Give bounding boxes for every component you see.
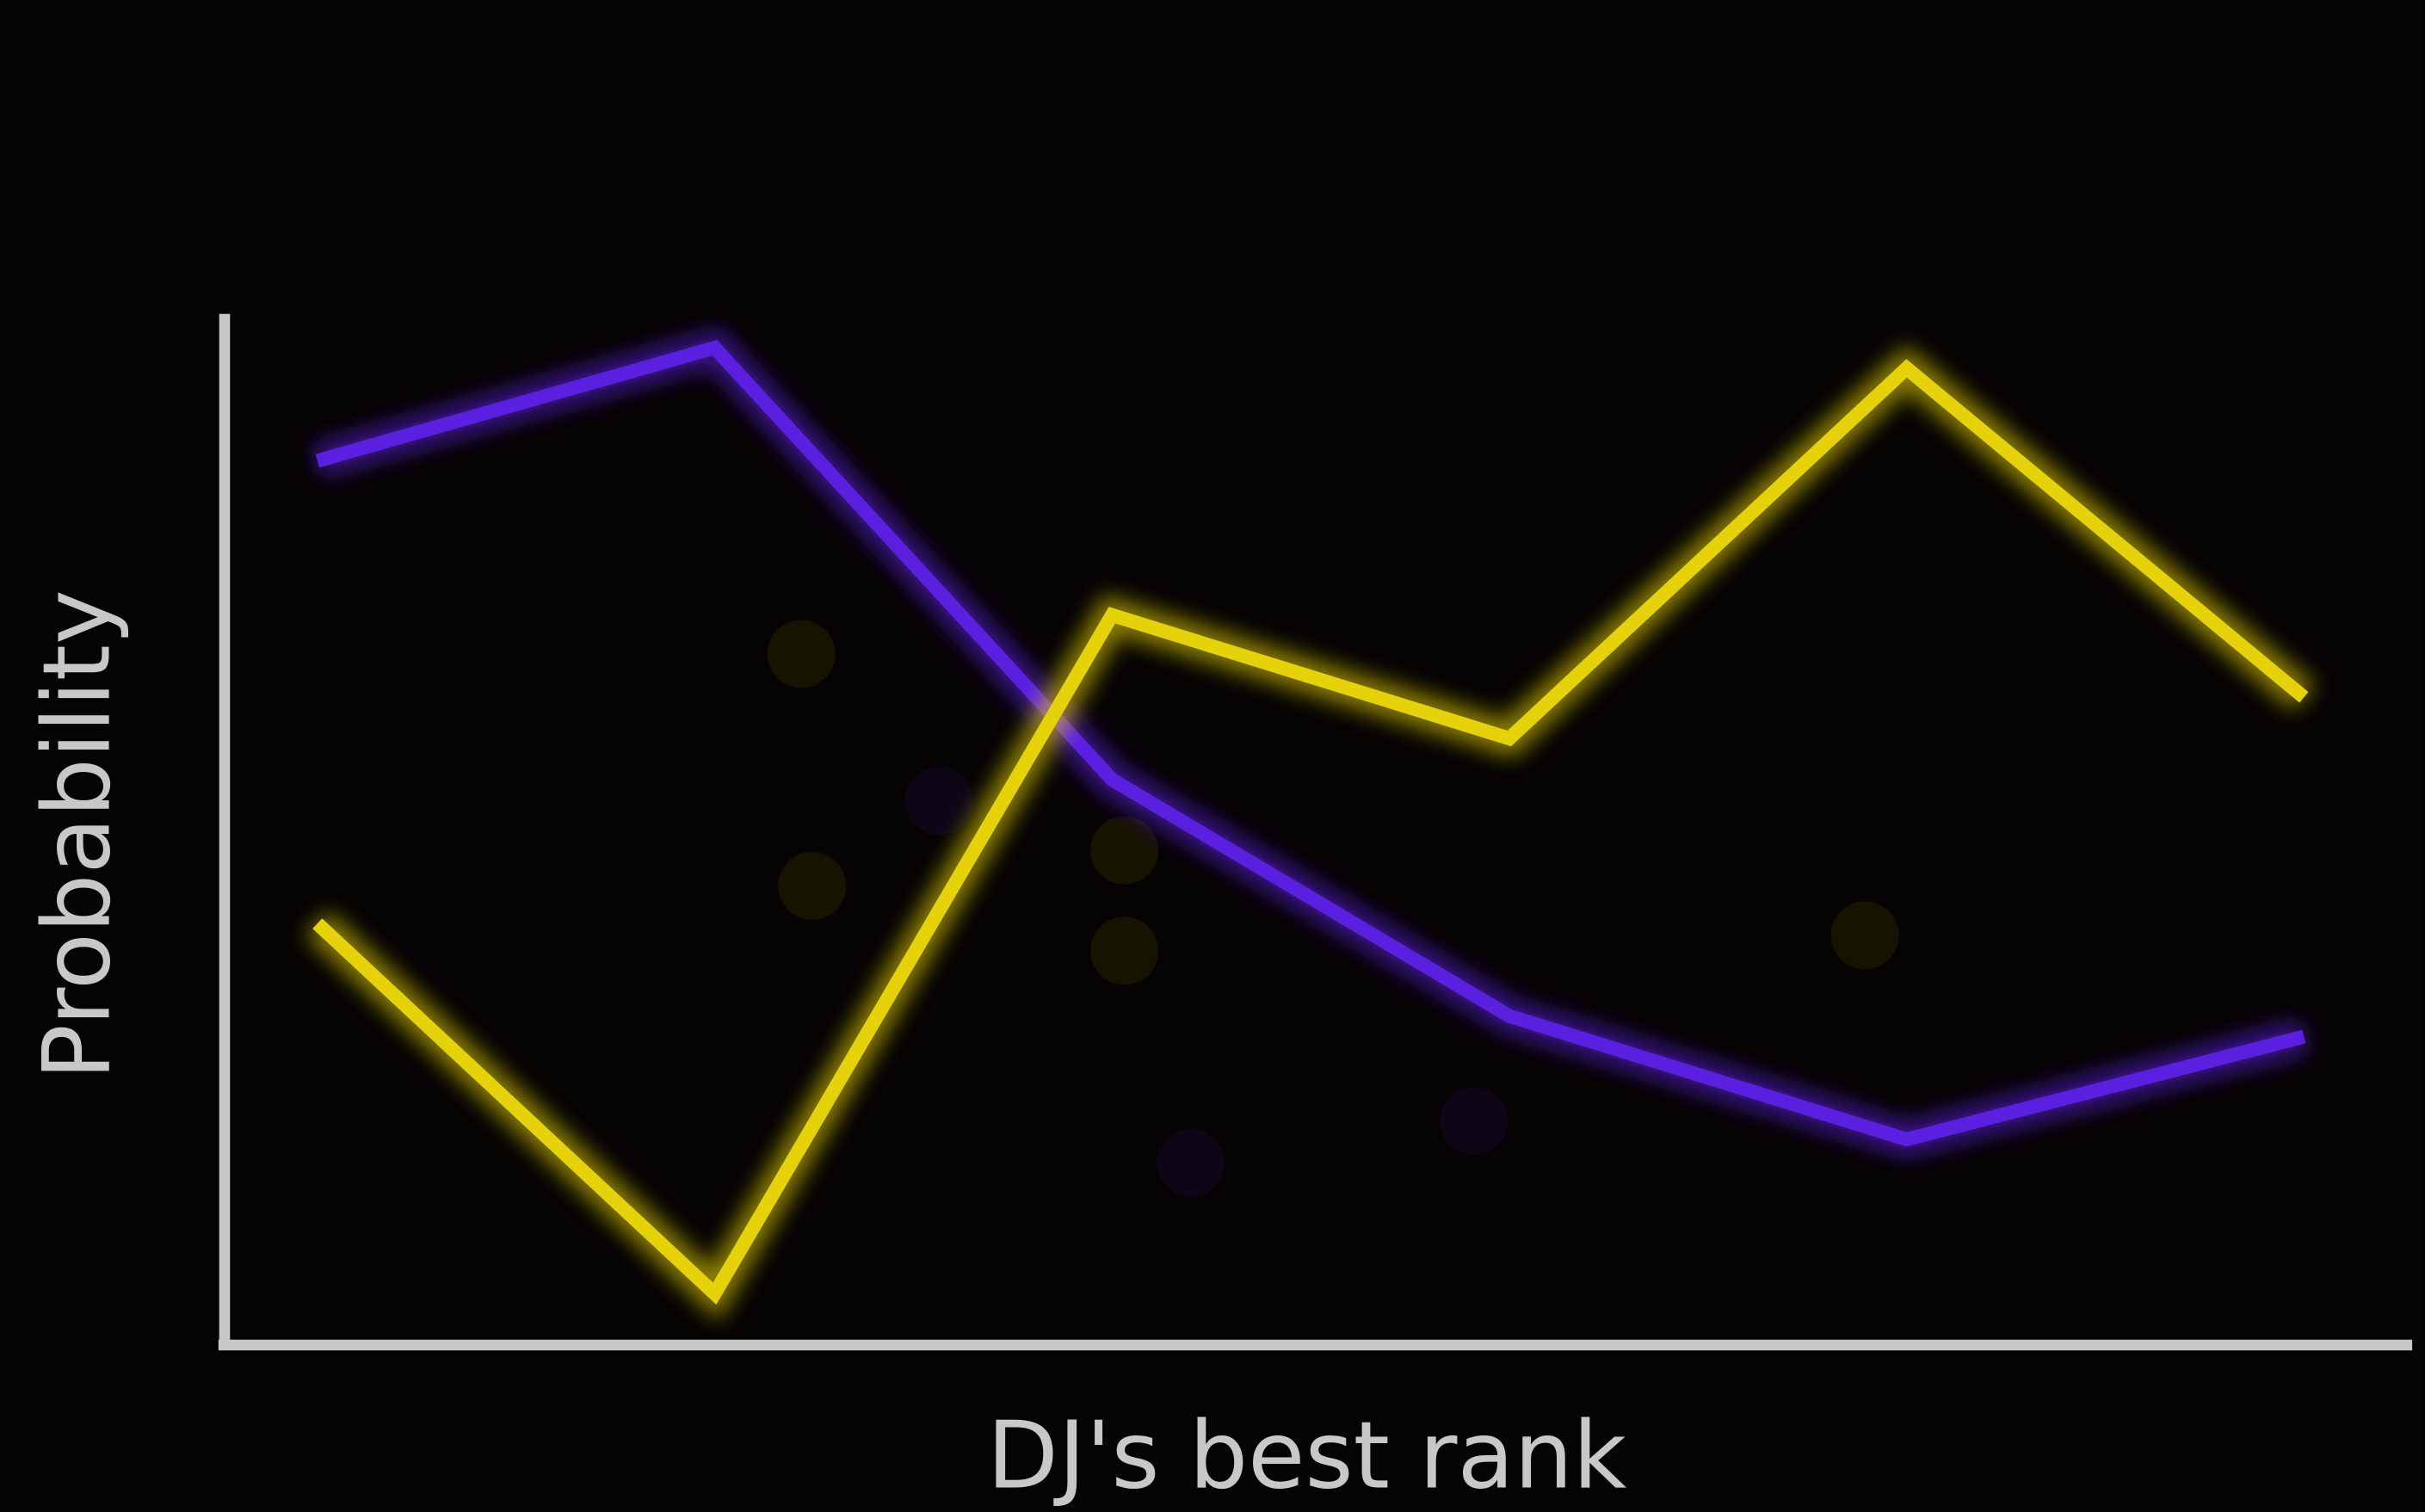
decor: [767, 620, 1899, 1197]
x-axis-label: DJ's best rank: [987, 1402, 1627, 1509]
series-line: [315, 339, 2306, 1147]
series-line: [312, 359, 2309, 1305]
plot-area: [305, 328, 2315, 1321]
y-axis-label: Probability: [23, 589, 131, 1080]
